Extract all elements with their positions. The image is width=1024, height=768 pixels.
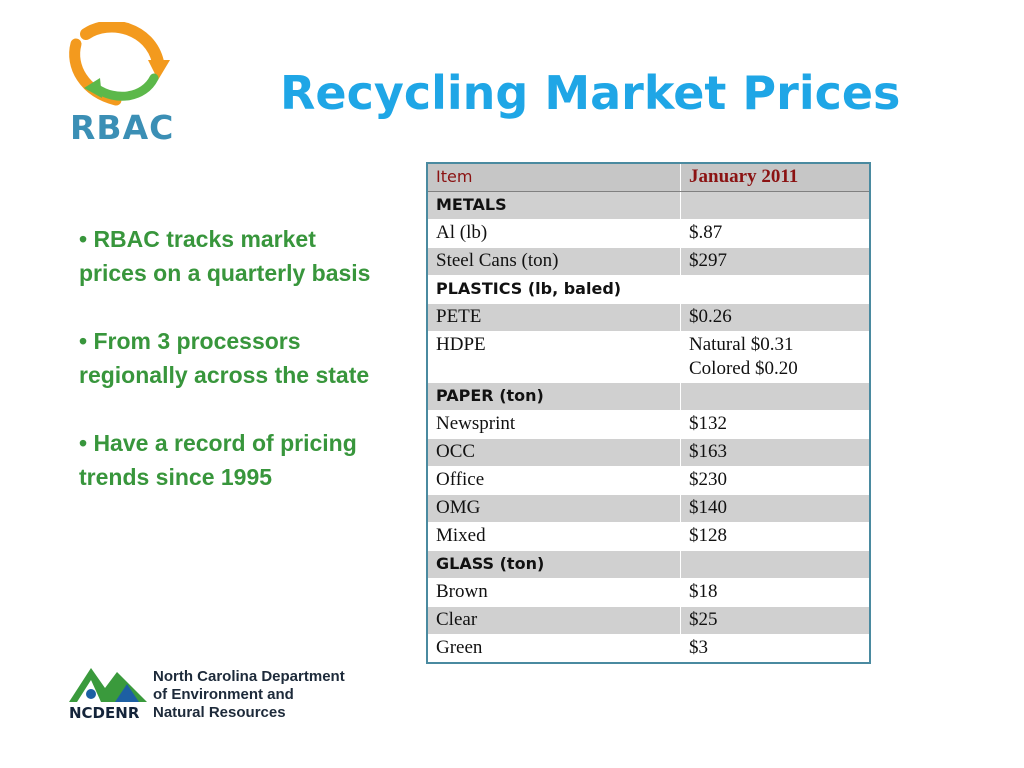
price-cell: $25 (680, 606, 871, 635)
bullet-list: • RBAC tracks market prices on a quarter… (79, 222, 379, 528)
table-row: PETE $0.26 (426, 303, 871, 332)
ncdenr-line: Natural Resources (153, 704, 286, 721)
price-cell: $18 (680, 578, 871, 607)
price-cell (680, 550, 871, 579)
ncdenr-logo: NCDENR North Carolina Department of Envi… (69, 664, 369, 724)
item-cell: PLASTICS (lb, baled) (426, 275, 681, 304)
item-cell: Mixed (426, 522, 681, 551)
header-item: Item (426, 162, 681, 192)
table-row: Newsprint $132 (426, 410, 871, 439)
price-cell: $163 (680, 438, 871, 467)
rbac-logo: RBAC (66, 22, 182, 150)
price-cell (680, 191, 871, 220)
logo-wordmark: RBAC (70, 108, 175, 147)
table-row: OCC $163 (426, 438, 871, 467)
price-line: Colored $0.20 (689, 358, 798, 379)
item-cell: PAPER (ton) (426, 382, 681, 411)
table-row: Steel Cans (ton) $297 (426, 247, 871, 276)
item-cell: Green (426, 634, 681, 664)
price-line: Natural $0.31 (689, 334, 794, 355)
price-cell: $297 (680, 247, 871, 276)
table-row: Al (lb) $.87 (426, 219, 871, 248)
item-cell: Steel Cans (ton) (426, 247, 681, 276)
table-row: Brown $18 (426, 578, 871, 607)
item-cell: HDPE (426, 331, 681, 383)
ncdenr-line: North Carolina Department (153, 668, 345, 685)
table-row: HDPE Natural $0.31 Colored $0.20 (426, 331, 871, 383)
table-row: Clear $25 (426, 606, 871, 635)
item-cell: Brown (426, 578, 681, 607)
table-row: Green $3 (426, 634, 871, 664)
category-row: PAPER (ton) (426, 382, 871, 411)
price-cell (680, 275, 871, 304)
price-cell: $230 (680, 466, 871, 495)
bullet-item: • Have a record of pricing trends since … (79, 430, 357, 490)
ncdenr-name: North Carolina Department of Environment… (153, 668, 345, 722)
price-cell (680, 382, 871, 411)
price-cell: $0.26 (680, 303, 871, 332)
item-cell: OMG (426, 494, 681, 523)
category-row: PLASTICS (lb, baled) (426, 275, 871, 304)
price-cell: Natural $0.31 Colored $0.20 (680, 331, 871, 383)
price-cell: $132 (680, 410, 871, 439)
item-cell: GLASS (ton) (426, 550, 681, 579)
price-cell: $140 (680, 494, 871, 523)
mountain-tree-icon (69, 668, 147, 702)
item-cell: PETE (426, 303, 681, 332)
page-title: Recycling Market Prices (280, 66, 901, 120)
price-cell: $.87 (680, 219, 871, 248)
item-cell: METALS (426, 191, 681, 220)
bullet-item: • From 3 processors regionally across th… (79, 328, 370, 388)
header-period: January 2011 (680, 162, 871, 192)
price-cell: $3 (680, 634, 871, 664)
table-row: Mixed $128 (426, 522, 871, 551)
table-row: OMG $140 (426, 494, 871, 523)
category-row: METALS (426, 191, 871, 220)
price-table: Item January 2011 METALS Al (lb) $.87 Steel… (426, 162, 871, 664)
item-cell: Newsprint (426, 410, 681, 439)
category-row: GLASS (ton) (426, 550, 871, 579)
item-cell: OCC (426, 438, 681, 467)
ncdenr-line: of Environment and (153, 686, 294, 703)
ncdenr-abbr: NCDENR (69, 704, 140, 722)
table-header-row: Item January 2011 (426, 162, 871, 192)
recycle-arrows-icon (69, 22, 170, 106)
bullet-item: • RBAC tracks market prices on a quarter… (79, 226, 371, 286)
table-row: Office $230 (426, 466, 871, 495)
item-cell: Al (lb) (426, 219, 681, 248)
item-cell: Office (426, 466, 681, 495)
price-cell: $128 (680, 522, 871, 551)
item-cell: Clear (426, 606, 681, 635)
